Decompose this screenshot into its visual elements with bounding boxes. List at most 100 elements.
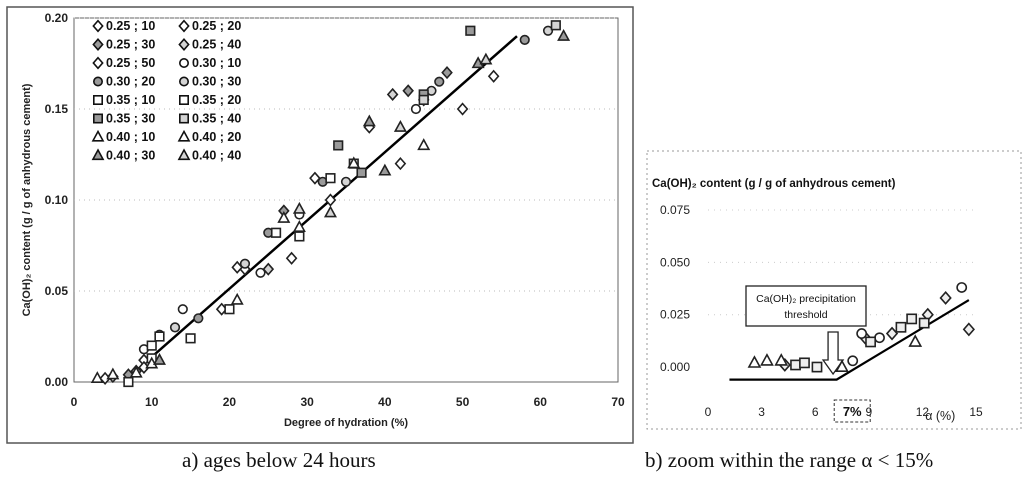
chart-a-y-tick-label: 0.00 xyxy=(45,375,69,389)
chart-a-legend-label: 0.40 ; 30 xyxy=(106,149,155,163)
chart-b-y-tick-label: 0.050 xyxy=(660,255,690,269)
chart-a-data-point xyxy=(479,52,493,65)
chart-a-data-point xyxy=(285,251,298,265)
chart-a-data-point xyxy=(169,322,181,333)
chart-a-x-tick-label: 30 xyxy=(300,395,314,409)
chart-b-x-tick-label: 3 xyxy=(758,405,765,419)
chart-a-data-point xyxy=(262,262,275,276)
chart-a-data-point xyxy=(402,84,414,98)
chart-a-data-point xyxy=(378,163,392,176)
chart-a-x-tick-label: 50 xyxy=(456,395,470,409)
chart-a-data-point xyxy=(177,304,188,315)
chart-a-legend-marker xyxy=(91,148,105,161)
chart-a-ages-below-24-hours: 0.00 0.05 0.10 0.15 0.20 0 10 20 30 40 50 60 70 Degre… xyxy=(6,6,634,444)
chart-b-x-tick-label: 9 xyxy=(865,405,872,419)
chart-a-data-point xyxy=(542,25,554,36)
chart-b-annotation-text-line2: threshold xyxy=(784,309,827,321)
chart-b-data-point xyxy=(760,353,774,366)
chart-a-data-point xyxy=(106,367,120,380)
chart-a-x-tick-label: 60 xyxy=(534,395,548,409)
chart-a-legend-label: 0.40 ; 10 xyxy=(106,130,155,144)
chart-a-data-point xyxy=(324,193,337,207)
chart-a-legend-marker xyxy=(177,148,191,161)
chart-a-data-point xyxy=(146,340,157,351)
chart-a-legend-marker xyxy=(179,76,190,87)
chart-a-legend-label: 0.35 ; 30 xyxy=(106,112,155,126)
chart-a-data-point xyxy=(418,94,429,105)
chart-a-data-point xyxy=(123,376,134,388)
chart-a-data-point xyxy=(340,176,352,187)
chart-a-x-tick-label: 40 xyxy=(378,395,392,409)
chart-a-data-point xyxy=(362,114,376,127)
chart-b-data-point xyxy=(908,334,923,347)
chart-a-x-tick-label: 20 xyxy=(223,395,237,409)
chart-a-legend-label: 0.30 ; 20 xyxy=(106,75,155,89)
chart-a-x-tick-label: 0 xyxy=(71,395,78,409)
chart-a-data-point xyxy=(434,76,445,87)
chart-b-data-point xyxy=(799,357,810,369)
chart-a-legend-label: 0.35 ; 10 xyxy=(106,93,155,107)
chart-a-legend-marker xyxy=(92,38,104,51)
chart-a-data-point xyxy=(410,103,422,115)
chart-a-data-point xyxy=(292,220,306,232)
chart-a-legend-label: 0.25 ; 10 xyxy=(106,19,155,33)
chart-a-data-point xyxy=(323,205,337,218)
chart-a-y-tick-label: 0.10 xyxy=(45,193,69,207)
chart-b-title: Ca(OH)₂ content (g / g of anhydrous ceme… xyxy=(652,178,896,190)
chart-b-data-point xyxy=(835,359,849,372)
chart-b-data-point xyxy=(774,353,789,366)
chart-b-data-point xyxy=(856,328,868,339)
chart-b-data-point xyxy=(865,336,876,348)
chart-a-data-point xyxy=(519,34,530,45)
chart-a-data-point xyxy=(270,227,282,238)
chart-a-data-point xyxy=(154,331,165,342)
chart-a-legend-marker xyxy=(92,19,104,33)
chart-a-legend-marker xyxy=(93,113,104,124)
chart-a-data-point xyxy=(309,171,321,185)
chart-a-legend-label: 0.40 ; 20 xyxy=(192,130,241,144)
chart-b-data-point xyxy=(885,326,899,341)
chart-a-legend-marker xyxy=(93,95,104,106)
chart-a-legend-marker xyxy=(178,38,190,51)
chart-b-y-tick-label: 0.025 xyxy=(660,308,690,322)
chart-b-annotation-box xyxy=(745,285,867,327)
chart-b-x-tick-label: 12 xyxy=(916,405,930,419)
chart-a-legend-marker xyxy=(177,129,191,142)
chart-a-legend-label: 0.25 ; 50 xyxy=(106,56,155,70)
chart-a-data-point xyxy=(193,313,204,324)
chart-a-data-point xyxy=(224,304,235,315)
chart-a-legend-label: 0.35 ; 20 xyxy=(192,93,241,107)
chart-b-zoom-alpha-below-15: Ca(OH)₂ content (g / g of anhydrous ceme… xyxy=(646,150,1022,430)
chart-a-legend-marker xyxy=(92,56,104,70)
chart-a-data-point xyxy=(557,28,571,41)
chart-a-y-tick-label: 0.05 xyxy=(45,284,69,298)
chart-a-legend-marker xyxy=(179,113,190,124)
chart-a-data-point xyxy=(230,292,244,305)
chart-a-data-point xyxy=(185,333,196,344)
chart-b-data-point xyxy=(874,332,885,344)
caption-b: b) zoom within the range α < 15% xyxy=(645,448,934,472)
chart-a-x-tick-label: 70 xyxy=(611,395,625,409)
chart-b-x-tick-label: 0 xyxy=(705,405,712,419)
chart-a-data-point xyxy=(347,156,361,169)
chart-a-legend-marker xyxy=(179,57,190,68)
chart-a-legend-label: 0.35 ; 40 xyxy=(192,112,241,126)
chart-b-threshold-label: 7% xyxy=(843,404,862,419)
chart-b-threshold-label-box xyxy=(833,399,871,423)
chart-b-annotation-text-line1: Ca(OH)₂ precipitation xyxy=(756,293,856,305)
chart-a-data-point xyxy=(152,352,166,365)
chart-a-legend-marker xyxy=(93,76,104,87)
chart-a-data-point xyxy=(386,87,399,102)
chart-a-data-point xyxy=(456,102,469,116)
chart-a-data-point xyxy=(417,138,431,151)
chart-a-legend-label: 0.40 ; 40 xyxy=(192,149,241,163)
chart-a-legend-marker xyxy=(178,19,190,33)
chart-a-x-axis-label: Degree of hydration (%) xyxy=(284,417,408,429)
chart-a-legend-label: 0.25 ; 40 xyxy=(192,38,241,52)
chart-a-data-point xyxy=(394,157,407,171)
chart-a-data-point xyxy=(90,371,104,384)
chart-b-data-point xyxy=(956,282,968,293)
chart-a-data-point xyxy=(465,25,476,36)
chart-a-data-point xyxy=(393,119,407,132)
chart-a-data-point xyxy=(277,210,291,223)
